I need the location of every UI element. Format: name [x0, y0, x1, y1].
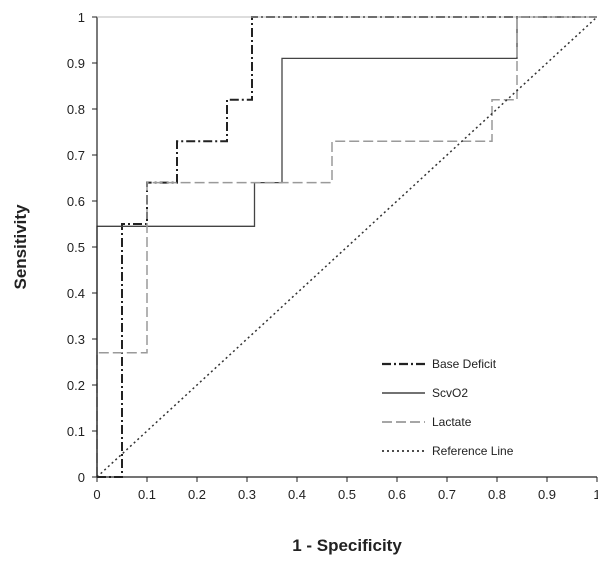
x-tick-label: 0: [93, 487, 100, 502]
x-tick-label: 0.7: [438, 487, 456, 502]
y-tick-label: 0.8: [67, 102, 85, 117]
series-line-lactate: [96, 16, 597, 477]
series-line-base-deficit: [97, 16, 597, 478]
series-layer: [96, 16, 598, 478]
y-tick-label: 0.7: [67, 148, 85, 163]
y-tick-label: 1: [78, 10, 85, 25]
x-tick-label: 0.2: [188, 487, 206, 502]
ticks-layer: 0 0.1 0.2 0.3 0.4 0.5 0.6 0.7 0.8 0.9 1 0 0.1 0.2 0.3 0…: [67, 10, 598, 502]
y-tick-label: 0.6: [67, 194, 85, 209]
x-tick-label: 0.1: [138, 487, 156, 502]
x-tick-label: 0.3: [238, 487, 256, 502]
y-tick-label: 0: [78, 470, 85, 485]
y-tick-label: 0.5: [67, 240, 85, 255]
y-tick-label: 0.9: [67, 56, 85, 71]
x-tick-label: 1: [593, 487, 598, 502]
x-tick-label: 0.5: [338, 487, 356, 502]
y-tick-label: 0.4: [67, 286, 85, 301]
y-tick-label: 0.1: [67, 424, 85, 439]
legend-label-scvo2: ScvO2: [432, 386, 468, 400]
x-axis-title: 1 - Specificity: [292, 536, 402, 555]
x-tick-label: 0.9: [538, 487, 556, 502]
legend: Base Deficit ScvO2 Lactate Reference Line: [382, 357, 514, 458]
y-axis-title: Sensitivity: [11, 204, 30, 290]
legend-label-lactate: Lactate: [432, 415, 472, 429]
x-tick-label: 0.4: [288, 487, 306, 502]
legend-label-base-deficit: Base Deficit: [432, 357, 497, 371]
x-tick-label: 0.6: [388, 487, 406, 502]
series-line-reference-line: [96, 16, 598, 478]
y-tick-label: 0.3: [67, 332, 85, 347]
x-tick-label: 0.8: [488, 487, 506, 502]
y-tick-label: 0.2: [67, 378, 85, 393]
legend-label-reference-line: Reference Line: [432, 444, 514, 458]
